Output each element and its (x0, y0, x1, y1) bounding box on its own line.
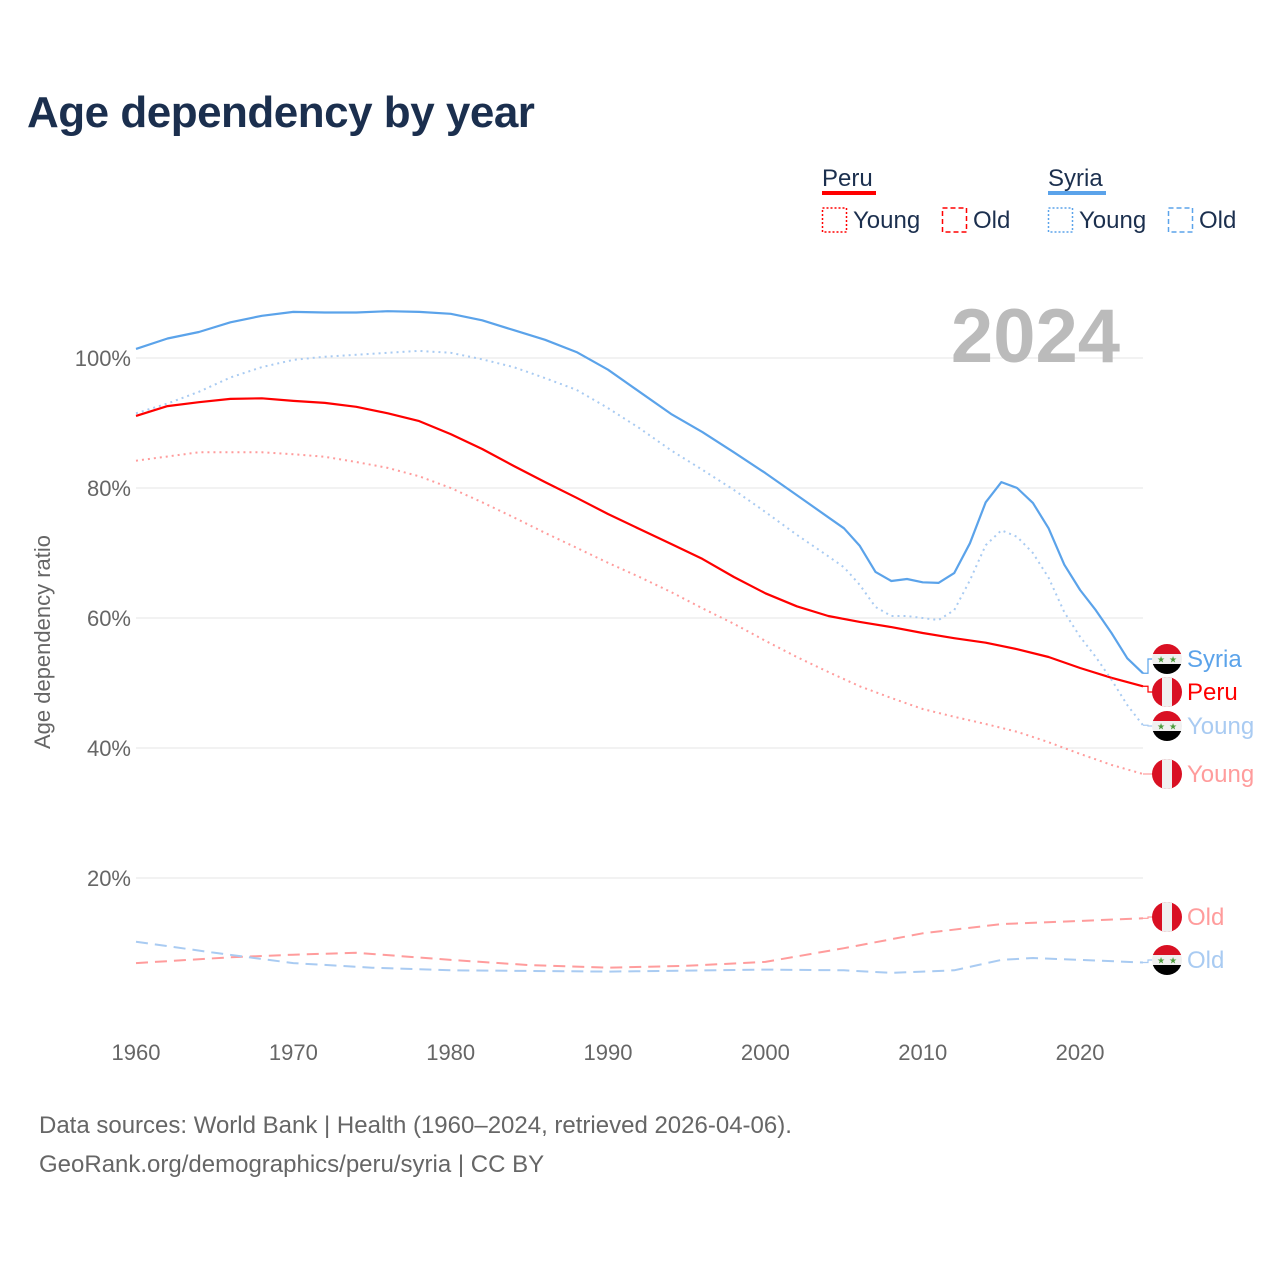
footer-sources: Data sources: World Bank | Health (1960–… (39, 1112, 792, 1139)
flag-white (1162, 677, 1172, 707)
label-connector (1143, 959, 1153, 964)
flag-black (1152, 664, 1182, 674)
legend-young-swatch (1047, 207, 1074, 233)
y-tick-label: 60% (87, 606, 131, 631)
flag-white (1152, 721, 1182, 731)
end-label-syria-young: Young (1187, 713, 1254, 740)
series-line-syria (135, 310, 1144, 675)
flag-red (1152, 945, 1182, 955)
x-tick-label: 2010 (898, 1040, 947, 1065)
syria-flag-icon: ★ ★ (1152, 945, 1182, 975)
series-line-peru (135, 397, 1144, 688)
syria-flag-icon: ★ ★ (1152, 711, 1182, 741)
end-label-peru-young: Young (1187, 761, 1254, 788)
label-connector (1143, 724, 1153, 727)
syria-flag-icon: ★ ★ (1152, 644, 1182, 674)
flag-body: ★ ★ (1152, 711, 1182, 741)
series-line-syria-young (135, 349, 1144, 726)
flag-body (1152, 759, 1182, 789)
y-tick-label: 80% (87, 476, 131, 501)
legend-country-swatch (1048, 191, 1106, 195)
label-connector (1143, 916, 1153, 919)
star-icon: ★ (1169, 956, 1177, 966)
chart-title: Age dependency by year (27, 88, 535, 137)
flag-white (1162, 759, 1172, 789)
x-tick-label: 1980 (426, 1040, 475, 1065)
star-icon: ★ (1157, 722, 1165, 732)
legend-old-label: Old (973, 207, 1010, 234)
peru-flag-icon (1152, 759, 1182, 789)
end-label-peru: Peru (1187, 679, 1238, 706)
peru-flag-icon (1152, 677, 1182, 707)
flag-white (1152, 654, 1182, 664)
legend-country-syria: Syria (1048, 165, 1103, 192)
y-axis-label: Age dependency ratio (30, 535, 55, 749)
legend-young-swatch (821, 207, 848, 233)
label-connector (1143, 685, 1153, 693)
legend-old-swatch (1167, 207, 1194, 233)
legend-old-swatch (941, 207, 968, 233)
y-tick-label: 20% (87, 866, 131, 891)
x-tick-label: 2000 (741, 1040, 790, 1065)
footer: Data sources: World Bank | Health (1960–… (39, 1106, 792, 1184)
y-tick-label: 40% (87, 736, 131, 761)
end-label-syria-old: Old (1187, 947, 1224, 974)
x-tick-label: 2020 (1056, 1040, 1105, 1065)
end-label-syria: Syria (1187, 646, 1242, 673)
legend-country-peru: Peru (822, 165, 873, 192)
series-line-syria-old (135, 940, 1144, 974)
flag-black (1152, 731, 1182, 741)
end-label-peru-old: Old (1187, 904, 1224, 931)
legend-young-label: Young (1079, 207, 1146, 234)
x-tick-label: 1990 (584, 1040, 633, 1065)
flag-black (1152, 965, 1182, 975)
x-tick-label: 1970 (269, 1040, 318, 1065)
flag-body (1152, 677, 1182, 707)
x-tick-label: 1960 (112, 1040, 161, 1065)
peru-flag-icon (1152, 902, 1182, 932)
footer-link[interactable]: GeoRank.org/demographics/peru/syria | CC… (39, 1151, 545, 1178)
star-icon: ★ (1157, 655, 1165, 665)
flag-white (1162, 902, 1172, 932)
flag-body: ★ ★ (1152, 644, 1182, 674)
flag-white (1152, 955, 1182, 965)
star-icon: ★ (1169, 722, 1177, 732)
series-line-peru-young (135, 451, 1144, 775)
flag-red (1152, 711, 1182, 721)
year-watermark: 2024 (951, 294, 1120, 379)
legend-old-label: Old (1199, 207, 1236, 234)
flag-body: ★ ★ (1152, 945, 1182, 975)
legend-young-label: Young (853, 207, 920, 234)
series-line-peru-old (135, 917, 1144, 969)
star-icon: ★ (1157, 956, 1165, 966)
flag-red (1152, 644, 1182, 654)
legend-country-swatch (822, 191, 876, 195)
flag-body (1152, 902, 1182, 932)
star-icon: ★ (1169, 655, 1177, 665)
label-connector (1143, 658, 1153, 674)
y-tick-label: 100% (75, 346, 131, 371)
